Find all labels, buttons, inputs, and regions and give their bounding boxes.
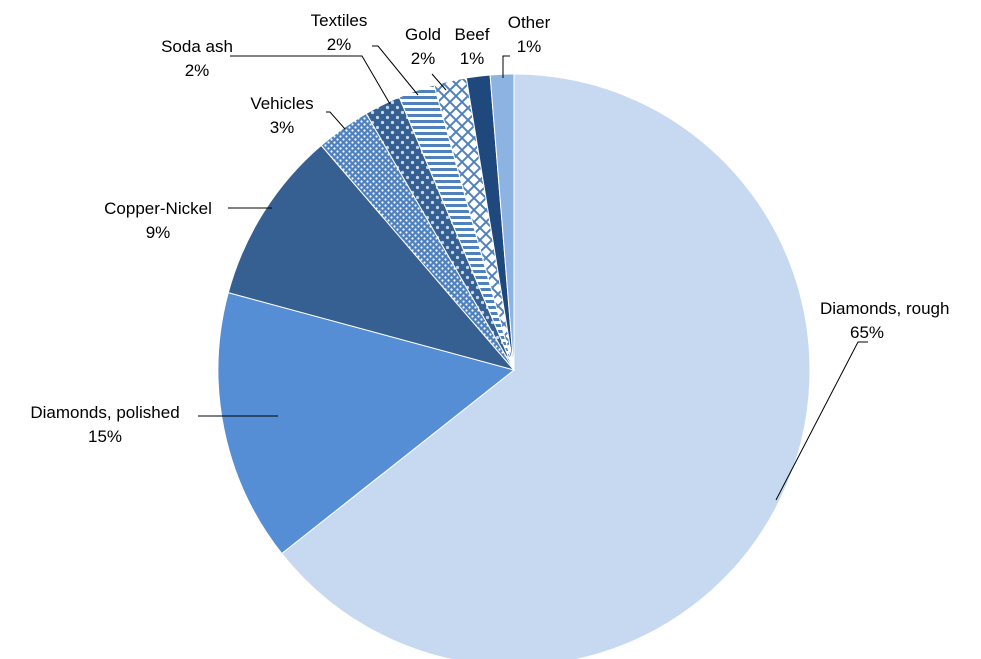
slice-labels: Diamonds, rough 65% Diamonds, polished 15% C… [30,11,949,446]
slice-label-vehicles: Vehicles [250,94,313,113]
leader-line-other [502,55,510,78]
slice-percent-other: 1% [517,37,542,56]
pie-slice-other [489,73,515,371]
slice-percent-diamonds-rough: 65% [850,323,884,342]
pie-slice-copper-nickel [227,144,516,371]
leader-line-textiles [372,45,419,96]
slice-percent-copper-nickel: 9% [146,223,171,242]
slice-percent-soda-ash: 2% [185,61,210,80]
slice-label-soda-ash: Soda ash [161,37,233,56]
pie-slice-diamonds-rough [281,73,811,659]
leader-lines [198,45,868,501]
leader-line-vehicles [326,111,346,130]
slice-percent-gold: 2% [411,49,436,68]
slice-label-copper-nickel: Copper-Nickel [104,199,212,218]
slice-percent-diamonds-polished: 15% [88,427,122,446]
leader-line-soda-ash [230,55,391,105]
slice-percent-textiles: 2% [327,35,352,54]
slice-label-diamonds-rough: Diamonds, rough [820,299,949,318]
slice-percent-vehicles: 3% [270,118,295,137]
slice-label-other: Other [508,13,551,32]
slice-label-diamonds-polished: Diamonds, polished [30,403,179,422]
pie-slice-diamonds-polished [217,292,516,555]
slice-label-gold: Gold [405,25,441,44]
leader-line-gold [431,73,447,91]
slice-percent-beef: 1% [460,49,485,68]
slice-label-beef: Beef [455,25,490,44]
pie-slices [217,73,811,659]
slice-label-textiles: Textiles [311,11,368,30]
leader-line-diamonds-rough [775,341,868,501]
